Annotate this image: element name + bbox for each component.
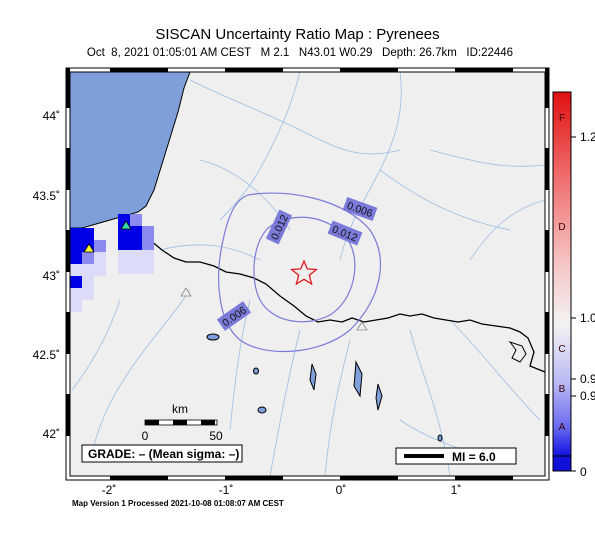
colorbar-tick-1-2: 1.2 [580, 130, 595, 144]
colorbar-tick-1-0: 1.0 [580, 311, 595, 325]
epicenter-star-icon [289, 259, 319, 286]
grade-box: GRADE: – (Mean sigma: –) [81, 444, 243, 463]
mi-legend: MI = 6.0 [395, 447, 517, 465]
colorbar-tick-0: 0 [580, 465, 587, 479]
lon-tick-m2: -2˚ [102, 483, 117, 497]
map-footer: Map Version 1 Processed 2021-10-08 01:08… [72, 499, 284, 508]
grade-letter-b: B [559, 384, 566, 395]
longitude-ticks: -2˚ -1˚ 0˚ 1˚ [102, 483, 462, 497]
map-frame [65, 67, 550, 481]
grade-box-text: GRADE: – (Mean sigma: –) [88, 447, 239, 461]
ocean [70, 72, 191, 229]
latitude-ticks: 44˚ 43.5˚ 43˚ 42.5˚ 42˚ [33, 109, 60, 441]
grade-letter-c: C [558, 344, 565, 355]
scale-bar-max: 50 [209, 429, 223, 443]
colorbar-tick-0-9b: 0.9 [580, 389, 595, 403]
map-title: SISCAN Uncertainty Ratio Map : Pyrenees [155, 26, 440, 43]
uncertainty-cells [70, 214, 154, 312]
lon-tick-m1: -1˚ [219, 483, 234, 497]
colorbar-tick-0-9a: 0.9 [580, 372, 595, 386]
station-triangle-icon [83, 243, 95, 253]
scale-bar: km 0 50 [142, 402, 223, 443]
lat-tick-43-5: 43.5˚ [33, 189, 60, 203]
lat-tick-42: 42˚ [43, 427, 60, 441]
grade-letter-f: F [559, 113, 565, 124]
lat-tick-43: 43˚ [43, 269, 60, 283]
station-triangle-icon [120, 220, 132, 230]
grade-letter-d: D [558, 222, 565, 233]
mi-legend-text: MI = 6.0 [452, 450, 496, 464]
scale-bar-min: 0 [142, 429, 149, 443]
lat-tick-44: 44˚ [43, 109, 60, 123]
station-triangle-icon [356, 321, 368, 331]
lon-tick-0: 0˚ [336, 483, 347, 497]
scale-bar-unit: km [172, 402, 188, 416]
colorbar: 1.2 1.0 0.9 0.9 0 F D C B A [552, 91, 595, 479]
lakes [206, 333, 443, 442]
map-subtitle: Oct 8, 2021 01:05:01 AM CEST M 2.1 N43.0… [86, 47, 514, 59]
lon-tick-1: 1˚ [451, 483, 462, 497]
lat-tick-42-5: 42.5˚ [33, 348, 60, 362]
uncertainty-contours [218, 192, 381, 353]
grade-letter-a: A [559, 422, 566, 433]
station-triangle-icon [180, 287, 192, 297]
country-border [137, 225, 545, 373]
